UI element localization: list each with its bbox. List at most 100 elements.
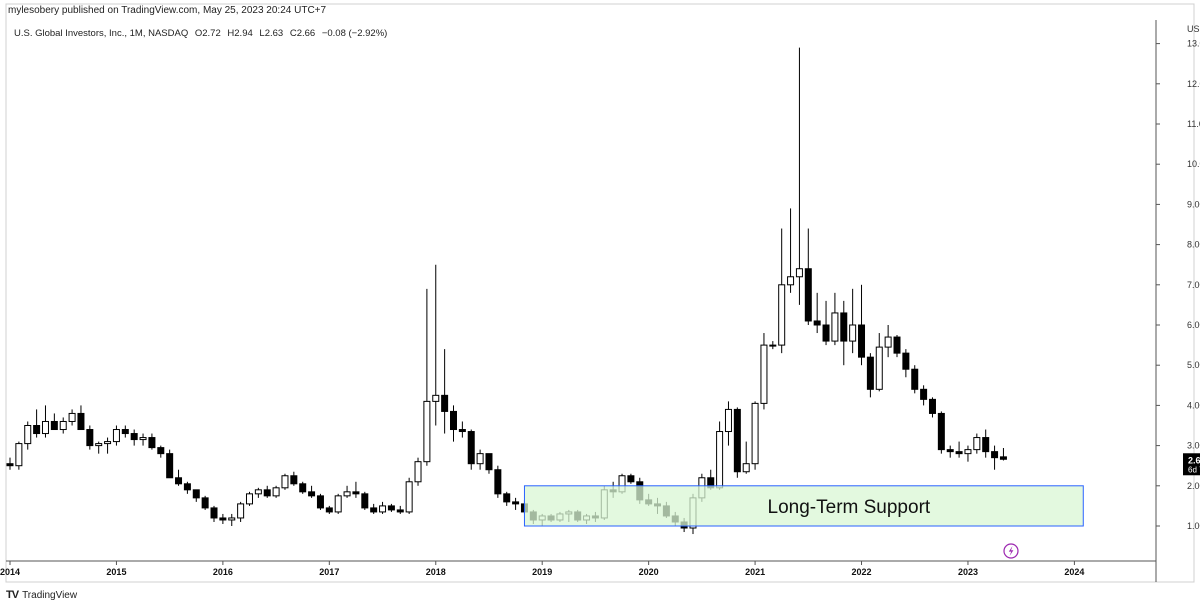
candle[interactable]: [95, 441, 103, 454]
candle[interactable]: [290, 471, 298, 486]
candle[interactable]: [494, 465, 502, 498]
candle[interactable]: [219, 513, 227, 524]
candle[interactable]: [387, 503, 395, 512]
candle[interactable]: [166, 449, 174, 479]
candle[interactable]: [352, 481, 360, 498]
time-axis[interactable]: 2014 2015 2016 2017 2018 2019 2020 2021 2022 2023…: [0, 543, 1156, 577]
candle[interactable]: [24, 421, 32, 450]
candle[interactable]: [822, 300, 830, 346]
candle[interactable]: [973, 433, 981, 454]
candle[interactable]: [370, 503, 378, 514]
candle[interactable]: [982, 429, 990, 458]
candle[interactable]: [228, 513, 236, 526]
candle[interactable]: [724, 401, 732, 446]
candle[interactable]: [130, 429, 138, 446]
candle[interactable]: [831, 292, 839, 346]
candle[interactable]: [840, 300, 848, 366]
candle[interactable]: [272, 485, 280, 498]
candle[interactable]: [254, 487, 262, 498]
candle[interactable]: [893, 335, 901, 358]
candle[interactable]: [441, 349, 449, 434]
candle[interactable]: [139, 433, 147, 446]
candle[interactable]: [334, 493, 342, 514]
candle[interactable]: [866, 353, 874, 398]
candle[interactable]: [742, 441, 750, 474]
candle[interactable]: [946, 445, 954, 458]
candle[interactable]: [760, 333, 768, 410]
candle[interactable]: [68, 409, 76, 426]
candle[interactable]: [245, 491, 253, 506]
candle[interactable]: [210, 505, 218, 522]
candle[interactable]: [476, 449, 484, 470]
candle[interactable]: [86, 425, 94, 450]
candle[interactable]: [59, 417, 67, 434]
candle[interactable]: [991, 445, 999, 470]
lightning-bolt-icon[interactable]: [1003, 543, 1019, 559]
candle[interactable]: [503, 491, 511, 506]
last-price-badge[interactable]: 2.666d 7h: [1183, 453, 1200, 476]
candle[interactable]: [787, 208, 795, 293]
candle[interactable]: [50, 413, 58, 431]
candle[interactable]: [928, 397, 936, 418]
candle[interactable]: [405, 477, 413, 514]
candle[interactable]: [485, 453, 493, 474]
candle[interactable]: [467, 429, 475, 470]
candle[interactable]: [450, 405, 457, 442]
candle[interactable]: [41, 405, 49, 438]
candle[interactable]: [884, 325, 892, 358]
candle[interactable]: [361, 491, 369, 510]
candle[interactable]: [183, 481, 191, 494]
candle[interactable]: [112, 425, 120, 446]
candle[interactable]: [512, 497, 520, 510]
candle[interactable]: [414, 457, 422, 486]
candle[interactable]: [733, 407, 741, 478]
candle[interactable]: [795, 47, 803, 305]
candle[interactable]: [379, 501, 387, 514]
candle[interactable]: [201, 495, 209, 510]
candle[interactable]: [432, 264, 440, 426]
candle[interactable]: [157, 445, 165, 458]
candle[interactable]: [192, 489, 200, 502]
candle[interactable]: [902, 349, 910, 378]
candle[interactable]: [6, 457, 14, 470]
candle[interactable]: [858, 284, 866, 366]
candle[interactable]: [423, 288, 431, 466]
candle[interactable]: [343, 485, 351, 498]
candle[interactable]: [937, 411, 945, 454]
support-zone[interactable]: [523, 485, 1084, 527]
candle[interactable]: [955, 441, 963, 458]
candle[interactable]: [875, 333, 883, 392]
candle[interactable]: [911, 365, 919, 394]
candle[interactable]: [281, 473, 289, 490]
candle[interactable]: [308, 485, 316, 498]
tradingview-logo[interactable]: TV TradingView: [6, 589, 77, 601]
candle[interactable]: [15, 441, 23, 470]
candle[interactable]: [77, 405, 85, 431]
candle[interactable]: [964, 445, 972, 462]
candle[interactable]: [627, 473, 635, 484]
candle[interactable]: [804, 228, 812, 325]
candle[interactable]: [920, 385, 928, 406]
candle[interactable]: [148, 433, 156, 450]
candle[interactable]: [751, 401, 759, 470]
author-name[interactable]: mylesobery: [8, 5, 60, 16]
candle[interactable]: [778, 228, 786, 354]
candle[interactable]: [813, 292, 821, 334]
price-axis[interactable]: 1.0000 2.00 3.00 4.00 5.00 6.00 7.00 8.00 9.00 10…: [5, 3, 1200, 583]
candle[interactable]: [396, 505, 404, 514]
candle[interactable]: [33, 409, 41, 438]
candle[interactable]: [325, 505, 333, 514]
candle[interactable]: [769, 341, 777, 350]
candle[interactable]: [263, 485, 271, 498]
candle[interactable]: [121, 425, 129, 438]
candle[interactable]: [316, 493, 324, 510]
candle[interactable]: [299, 481, 307, 494]
candle[interactable]: [175, 469, 183, 486]
candle[interactable]: [104, 437, 112, 454]
candle[interactable]: [849, 288, 857, 354]
candle[interactable]: [458, 421, 466, 438]
candle[interactable]: [716, 421, 724, 490]
candle[interactable]: [999, 448, 1007, 461]
candle[interactable]: [237, 501, 245, 522]
